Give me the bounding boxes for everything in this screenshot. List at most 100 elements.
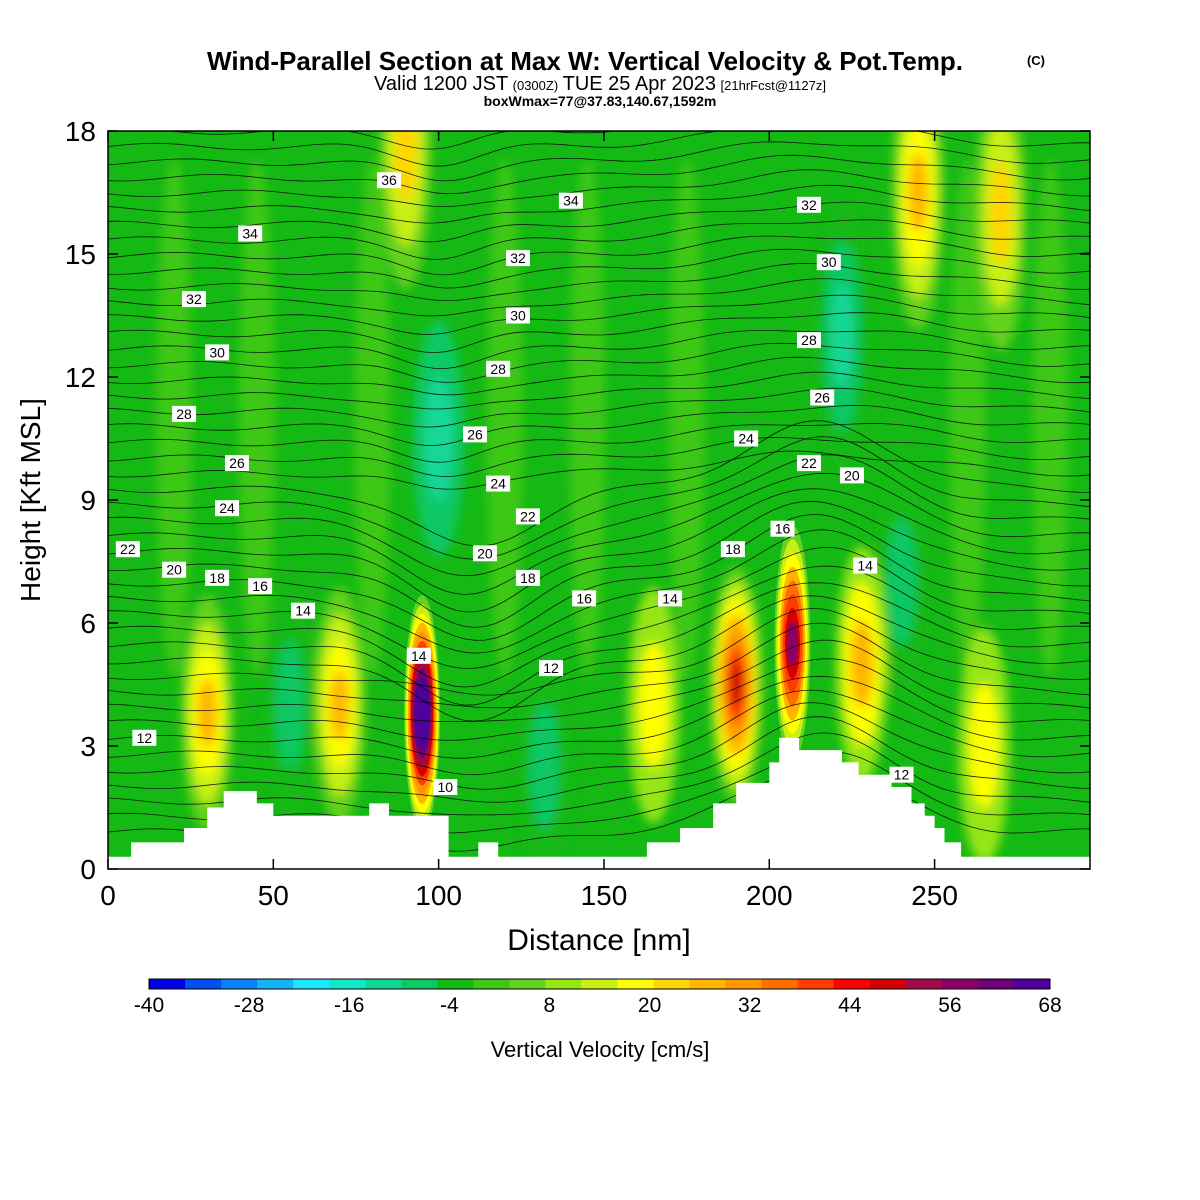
- theta-label-text: 20: [477, 545, 493, 561]
- theta-label-bg: [486, 360, 511, 377]
- colorbar-swatch: [977, 979, 1015, 989]
- colorbar-tick-label: 56: [938, 994, 961, 1017]
- theta-line: [108, 582, 1090, 706]
- theta-label-bg: [238, 225, 263, 242]
- theta-label-bg: [515, 569, 540, 586]
- subtitle-time: Valid 1200 JST: [374, 73, 508, 95]
- theta-label: 10: [433, 779, 458, 795]
- theta-line: [108, 716, 1090, 803]
- colorbar-swatch: [545, 979, 582, 989]
- downdraft-0-level-1: [274, 642, 305, 768]
- theta-line: [108, 689, 1090, 776]
- theta-line: [108, 565, 1090, 688]
- theta-label: 26: [224, 455, 249, 472]
- theta-line: [108, 450, 1090, 490]
- theta-label-bg: [205, 569, 230, 586]
- theta-line: [108, 184, 1090, 224]
- theta-label-bg: [839, 467, 864, 484]
- updraft-2-level-6: [729, 660, 744, 709]
- theta-label-text: 30: [209, 344, 225, 360]
- theta-label-text: 34: [563, 193, 579, 209]
- theta-label-bg: [172, 405, 197, 422]
- weak-band-5: [668, 158, 705, 678]
- weak-band-7: [1032, 158, 1069, 678]
- theta-label-bg: [248, 578, 273, 595]
- theta-label: 18: [720, 541, 745, 558]
- colorbar-swatch: [509, 979, 546, 989]
- theta-label-text: 12: [137, 730, 153, 746]
- colorbar-swatch: [761, 979, 799, 989]
- theta-label-text: 16: [576, 590, 592, 606]
- chart-subtitle-2: boxWmax=77@37.83,140.67,1592m: [484, 93, 717, 109]
- theta-line: [108, 131, 1090, 167]
- terrain: [108, 737, 1090, 869]
- colorbar-swatch: [581, 979, 619, 989]
- theta-label-text: 30: [821, 254, 837, 270]
- theta-label-bg: [224, 455, 249, 472]
- downdraft-1-level-1: [423, 375, 454, 502]
- theta-label-bg: [796, 455, 821, 472]
- theta-label-bg: [205, 344, 230, 361]
- theta-label-bg: [433, 779, 458, 795]
- theta-label-text: 32: [510, 250, 526, 266]
- theta-label: 24: [215, 500, 240, 517]
- theta-label-text: 18: [725, 541, 741, 557]
- theta-label: 16: [248, 578, 273, 595]
- theta-label-bg: [463, 426, 488, 443]
- theta-label-bg: [505, 307, 530, 324]
- theta-label-text: 14: [295, 603, 311, 619]
- theta-line: [108, 423, 1090, 463]
- theta-label: 26: [463, 426, 488, 443]
- theta-label-text: 28: [801, 332, 817, 348]
- theta-label-text: 36: [381, 172, 397, 188]
- theta-label-text: 32: [801, 197, 817, 213]
- x-tick-label: 0: [100, 880, 116, 911]
- colorbar-swatch: [257, 979, 294, 989]
- theta-line: [108, 356, 1090, 396]
- x-axis: 0 50 100 150 200 250: [100, 131, 958, 911]
- colorbar-ticks: -40 -28 -16 -4 8 20 32 44 56 68: [134, 994, 1062, 1017]
- theta-label: 12: [539, 660, 564, 677]
- theta-label-text: 22: [120, 541, 136, 557]
- colorbar: [148, 978, 1051, 990]
- colorbar-swatch: [653, 979, 691, 989]
- theta-label-text: 18: [520, 570, 536, 586]
- theta-label-text: 14: [411, 648, 427, 664]
- theta-label-text: 32: [186, 291, 202, 307]
- theta-label-bg: [515, 508, 540, 525]
- theta-label: 20: [162, 561, 187, 578]
- theta-label-text: 28: [490, 361, 506, 377]
- theta-label-bg: [734, 430, 759, 447]
- theta-label-bg: [572, 590, 597, 607]
- theta-label-text: 34: [242, 226, 258, 242]
- colorbar-swatch: [725, 979, 763, 989]
- theta-label: 24: [486, 475, 511, 492]
- theta-label-text: 16: [775, 521, 791, 537]
- theta-labels: 36 34 34 32 32 30 32 30 30 28 28 26 28 26 24 26 22 20 24 24…: [115, 172, 914, 795]
- theta-line: [108, 219, 1090, 260]
- colorbar-tick-label: 20: [638, 994, 661, 1017]
- theta-label: 22: [515, 508, 540, 525]
- updraft-1-level-7: [786, 621, 799, 666]
- colorbar-swatch: [869, 979, 907, 989]
- theta-line: [108, 420, 1090, 547]
- theta-line: [108, 141, 1090, 182]
- colorbar-swatch: [329, 979, 366, 989]
- colorbar-swatch: [221, 979, 258, 989]
- theta-line: [108, 312, 1090, 354]
- subtitle-utc: (0300Z): [513, 78, 559, 93]
- theta-line: [108, 607, 1090, 696]
- theta-line: [108, 262, 1090, 302]
- theta-line: [108, 658, 1090, 741]
- theta-label-bg: [539, 660, 564, 677]
- theta-line: [108, 622, 1090, 709]
- theta-line: [108, 732, 1090, 816]
- theta-label: 18: [515, 569, 540, 586]
- colorbar-swatch: [437, 979, 474, 989]
- theta-label-bg: [770, 520, 795, 537]
- theta-line: [108, 639, 1090, 722]
- theta-label: 30: [816, 254, 841, 271]
- colorbar-tick-label: 44: [838, 994, 862, 1017]
- weak-band-6: [949, 158, 986, 678]
